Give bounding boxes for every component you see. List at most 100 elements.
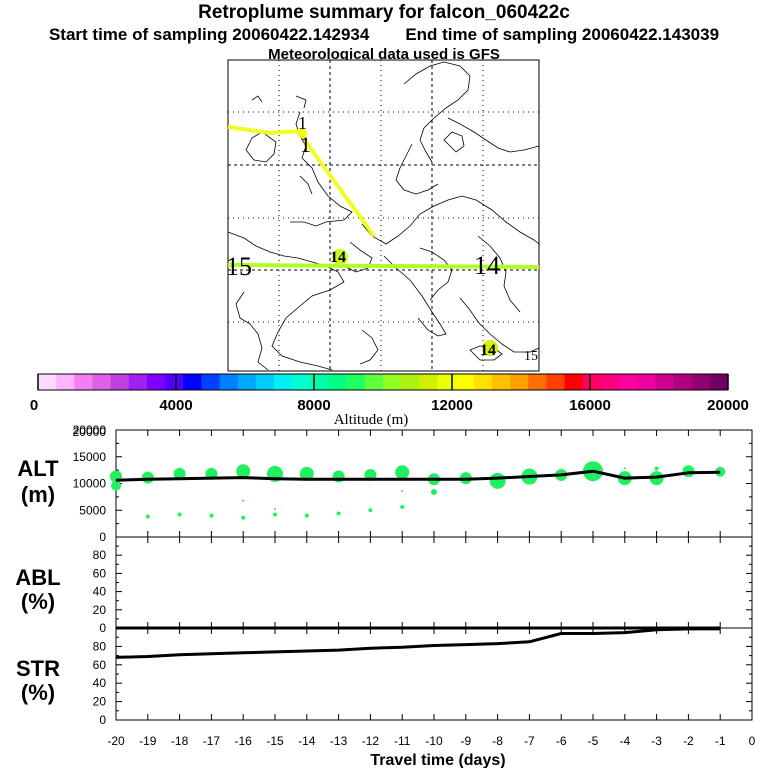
x-tick-label: -18 (171, 734, 189, 748)
x-tick-label: -20 (107, 734, 125, 748)
x-tick-label: -13 (330, 734, 348, 748)
colorbar-tick-label: 20000 (707, 397, 749, 414)
time-series-panels: 0500010000150002000020000ALT(m)020406080… (15, 423, 755, 748)
x-tick-label: -19 (139, 734, 157, 748)
x-tick-label: -5 (588, 734, 599, 748)
altitude-colorbar: 0 4000 8000 12000 16000 20000 (30, 373, 749, 414)
x-tick-label: -12 (362, 734, 380, 748)
colorbar-swatch (165, 374, 184, 390)
y-tick-label: 60 (93, 658, 107, 672)
map-label: 14 (480, 342, 496, 359)
y-tick-label: 40 (93, 676, 107, 690)
altitude-point (274, 508, 276, 511)
trajectory-paths (227, 125, 540, 356)
trajectory-marker (297, 128, 307, 138)
altitude-point (715, 466, 726, 477)
altitude-point (241, 515, 246, 520)
colorbar-swatch (364, 374, 384, 390)
trajectory-marker (332, 249, 348, 265)
colorbar-swatch (292, 374, 311, 390)
panel-str: 0 20 40 60 80 STR(%) (16, 627, 753, 727)
colorbar-swatch (128, 374, 148, 390)
y-tick-label: 0 (99, 621, 106, 635)
trajectory-zonal (227, 263, 540, 269)
y-tick-label: 20 (93, 695, 107, 709)
colorbar-swatch (455, 374, 475, 390)
map-label: 14 (474, 251, 500, 280)
colorbar-swatch (419, 374, 438, 390)
y-tick-label: 80 (93, 639, 107, 653)
map-labels: 1 1 15 14 14 14 15 (226, 113, 538, 364)
colorbar-swatch (546, 374, 565, 390)
colorbar-swatch (274, 374, 293, 390)
y-axis-label: ABL (15, 565, 60, 590)
altitude-point (242, 499, 245, 502)
trajectory-marker (482, 340, 498, 356)
trajectory-map: 1 1 15 14 14 14 15 (226, 59, 540, 372)
colorbar-title: Altitude (m) (334, 412, 409, 428)
y-tick-label: 10000 (73, 477, 107, 491)
colorbar-swatch (74, 374, 93, 390)
chart-title: Retroplume summary for falcon_060422c (198, 2, 570, 23)
x-tick-label: -15 (266, 734, 284, 748)
map-label: 1 (298, 113, 307, 133)
colorbar-swatch (92, 374, 112, 390)
altitude-point (368, 508, 373, 513)
x-tick-label: -17 (203, 734, 221, 748)
x-axis-title: Travel time (days) (370, 752, 505, 768)
colorbar-swatch (328, 374, 348, 390)
end-time: End time of sampling 20060422.143039 (405, 25, 720, 44)
colorbar-swatch (110, 374, 130, 390)
y-axis-label: (%) (21, 680, 55, 705)
altitude-point (177, 512, 182, 517)
altitude-point (304, 513, 309, 518)
map-label: 15 (226, 252, 252, 281)
colorbar-tick-label: 16000 (569, 397, 611, 414)
met-data-note: Meteorological data used is GFS (268, 46, 500, 63)
series-line (115, 469, 721, 482)
x-tick-label: -2 (683, 734, 694, 748)
altitude-point (489, 472, 506, 489)
altitude-point (299, 466, 314, 481)
altitude-point (173, 467, 186, 480)
altitude-point (682, 465, 695, 478)
y-axis-label: (%) (21, 589, 55, 614)
colorbar-swatch (183, 374, 202, 390)
colorbar-swatch (528, 374, 547, 390)
x-tick-label: -14 (298, 734, 316, 748)
colorbar-swatch (237, 374, 257, 390)
altitude-point (401, 489, 404, 492)
y-axis-label: (m) (21, 482, 55, 507)
altitude-point (236, 464, 251, 479)
y-tick-label: 15000 (73, 450, 107, 464)
altitude-point (395, 465, 410, 480)
colorbar-swatch (346, 374, 366, 390)
x-tick-label: -16 (235, 734, 253, 748)
x-tick-label: -6 (556, 734, 567, 748)
colorbar-swatch (619, 374, 638, 390)
sampling-times: Start time of sampling 20060422.142934 En… (0, 25, 768, 45)
colorbar-swatch (255, 374, 275, 390)
colorbar-swatch (437, 374, 457, 390)
altitude-point (332, 470, 345, 483)
colorbar-tick-label: 4000 (159, 397, 192, 414)
x-tick-label: -8 (492, 734, 503, 748)
altitude-point (209, 513, 214, 518)
y-axis-label: ALT (17, 456, 59, 481)
y-tick-label: 5000 (79, 503, 106, 517)
colorbar-swatch (637, 374, 656, 390)
colorbar-swatch (401, 374, 420, 390)
colorbar-swatch (56, 374, 75, 390)
y-tick-label: 0 (99, 713, 106, 727)
x-tick-label: -10 (425, 734, 443, 748)
colorbar-swatch (564, 374, 584, 390)
colorbar-tick-label: 12000 (431, 397, 473, 414)
colorbar-swatch (473, 374, 493, 390)
altitude-point (400, 505, 405, 510)
colorbar-swatch (201, 374, 220, 390)
start-time: Start time of sampling 20060422.142934 (48, 25, 370, 44)
altitude-point (141, 471, 154, 484)
x-tick-label: -9 (460, 734, 471, 748)
